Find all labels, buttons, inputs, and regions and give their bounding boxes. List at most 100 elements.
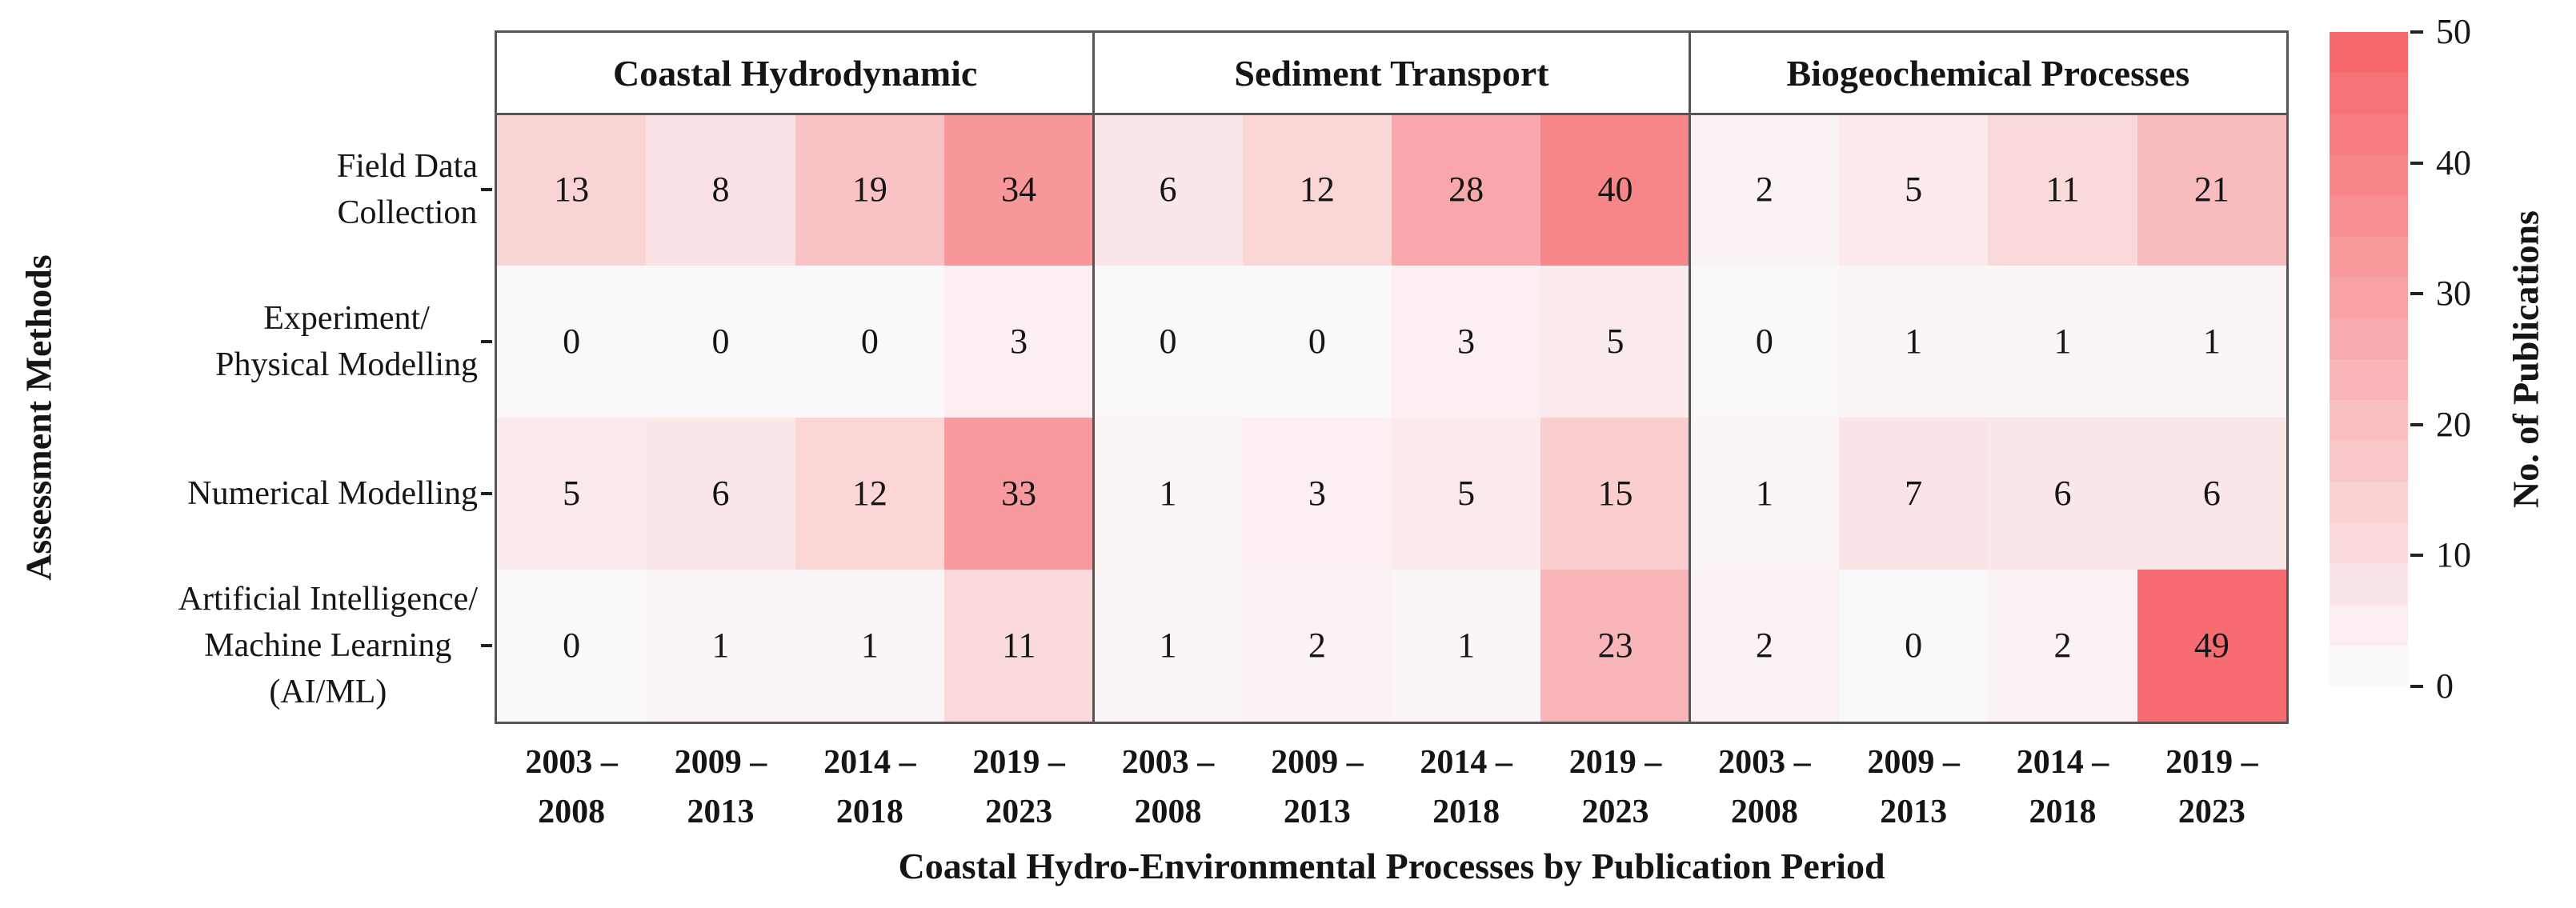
heatmap-cell: 0 bbox=[497, 266, 647, 418]
cell-value: 11 bbox=[2045, 170, 2080, 209]
colorbar-tick-label: 10 bbox=[2436, 535, 2471, 575]
x-tick-label: 2014 –2018 bbox=[823, 744, 916, 830]
heatmap-cell: 6 bbox=[2137, 418, 2286, 570]
cell-value: 1 bbox=[2202, 322, 2221, 361]
colorbar-tick-label: 40 bbox=[2436, 142, 2471, 182]
y-axis-title: Assessment Methods bbox=[18, 254, 59, 581]
colorbar-tick-label: 30 bbox=[2436, 274, 2471, 314]
panel-title: Sediment Transport bbox=[1093, 33, 1690, 114]
cell-value: 2 bbox=[1755, 626, 1773, 665]
colorbar-tick-mark bbox=[2410, 554, 2423, 558]
colorbar-tick-label: 0 bbox=[2436, 666, 2454, 706]
heatmap-cell: 3 bbox=[944, 266, 1094, 418]
row-tick-mark bbox=[481, 188, 492, 191]
heatmap-cell: 1 bbox=[1392, 570, 1541, 722]
heatmap-cell: 0 bbox=[1093, 266, 1243, 418]
cell-value: 7 bbox=[1905, 474, 1923, 513]
cell-value: 1 bbox=[860, 626, 879, 665]
heatmap-cell: 7 bbox=[1839, 418, 1989, 570]
colorbar-tick-mark bbox=[2410, 292, 2423, 296]
heatmap-cell: 1 bbox=[1689, 418, 1839, 570]
cell-value: 34 bbox=[1001, 170, 1037, 209]
heatmap-cell: 5 bbox=[1392, 418, 1541, 570]
cell-value: 28 bbox=[1448, 170, 1484, 209]
x-tick-label: 2009 –2013 bbox=[674, 744, 767, 830]
heatmap-cell: 6 bbox=[646, 418, 795, 570]
heatmap-cell: 0 bbox=[646, 266, 795, 418]
row-tick-mark bbox=[481, 644, 492, 647]
row-tick-mark bbox=[481, 492, 492, 495]
cell-value: 11 bbox=[1001, 626, 1036, 665]
heatmap-cell: 1 bbox=[1988, 266, 2137, 418]
panel-divider bbox=[1689, 33, 1692, 722]
heatmap-cell: 15 bbox=[1540, 418, 1690, 570]
cell-value: 2 bbox=[2053, 626, 2072, 665]
heatmap-cell: 5 bbox=[497, 418, 647, 570]
heatmap-cell: 23 bbox=[1540, 570, 1690, 722]
cell-value: 3 bbox=[1457, 322, 1476, 361]
cell-value: 0 bbox=[860, 322, 879, 361]
colorbar-tick-label: 50 bbox=[2436, 12, 2471, 51]
cell-value: 5 bbox=[1905, 170, 1923, 209]
heatmap-cell: 49 bbox=[2137, 570, 2286, 722]
heatmap-cell: 0 bbox=[497, 570, 647, 722]
cell-value: 6 bbox=[1159, 170, 1177, 209]
heatmap-cell: 6 bbox=[1093, 114, 1243, 266]
cell-value: 1 bbox=[1755, 474, 1773, 513]
cell-value: 2 bbox=[1755, 170, 1773, 209]
x-tick-label: 2019 –2023 bbox=[1568, 744, 1662, 830]
cell-value: 3 bbox=[1010, 322, 1028, 361]
cell-value: 6 bbox=[2053, 474, 2072, 513]
cell-value: 1 bbox=[1457, 626, 1476, 665]
heatmap-cell: 0 bbox=[795, 266, 944, 418]
cell-value: 6 bbox=[2202, 474, 2221, 513]
row-label: Field Data Collection bbox=[336, 148, 478, 231]
colorbar-tick-label: 20 bbox=[2436, 404, 2471, 444]
heatmap-cell: 1 bbox=[1093, 418, 1243, 570]
cell-value: 12 bbox=[1299, 170, 1335, 209]
panel-title: Biogeochemical Processes bbox=[1689, 33, 2286, 114]
cell-value: 0 bbox=[1905, 626, 1923, 665]
colorbar-gradient bbox=[2330, 32, 2408, 686]
cell-value: 1 bbox=[2053, 322, 2072, 361]
heatmap-cell: 11 bbox=[944, 570, 1094, 722]
heatmap-cell: 1 bbox=[1093, 570, 1243, 722]
cell-value: 8 bbox=[711, 170, 730, 209]
row-tick-mark bbox=[481, 340, 492, 343]
heatmap-cell: 33 bbox=[944, 418, 1094, 570]
heatmap-cell: 34 bbox=[944, 114, 1094, 266]
heatmap-cell: 28 bbox=[1392, 114, 1541, 266]
row-label: Experiment/Physical Modelling bbox=[215, 300, 478, 383]
cell-value: 19 bbox=[851, 170, 887, 209]
cell-value: 33 bbox=[1001, 474, 1037, 513]
x-tick-label: 2014 –2018 bbox=[2016, 744, 2109, 830]
heatmap-cell: 0 bbox=[1689, 266, 1839, 418]
row-label: Artificial Intelligence/Machine Learning… bbox=[178, 581, 478, 710]
x-tick-label: 2019 –2023 bbox=[2165, 744, 2258, 830]
panel-divider bbox=[1092, 33, 1095, 722]
heatmap-cell: 1 bbox=[795, 570, 944, 722]
cell-value: 0 bbox=[1159, 322, 1177, 361]
colorbar-tick-mark bbox=[2410, 30, 2423, 34]
cell-value: 0 bbox=[711, 322, 730, 361]
colorbar-tick-mark bbox=[2410, 161, 2423, 165]
cell-value: 1 bbox=[711, 626, 730, 665]
cell-value: 15 bbox=[1597, 474, 1633, 513]
cell-value: 40 bbox=[1597, 170, 1633, 209]
x-tick-label: 2009 –2013 bbox=[1867, 744, 1960, 830]
cell-value: 1 bbox=[1159, 626, 1177, 665]
cell-value: 5 bbox=[1606, 322, 1625, 361]
heatmap-cell: 21 bbox=[2137, 114, 2286, 266]
heatmap-cell: 3 bbox=[1242, 418, 1392, 570]
heatmap-cell: 2 bbox=[1242, 570, 1392, 722]
cell-value: 6 bbox=[711, 474, 730, 513]
cell-value: 13 bbox=[554, 170, 590, 209]
heatmap-cell: 12 bbox=[795, 418, 944, 570]
x-tick-label: 2003 –2008 bbox=[1121, 744, 1215, 830]
heatmap-cell: 11 bbox=[1988, 114, 2137, 266]
heatmap-cell: 1 bbox=[1839, 266, 1989, 418]
heatmap-cell: 19 bbox=[795, 114, 944, 266]
cell-value: 0 bbox=[1755, 322, 1773, 361]
heatmap-cell: 12 bbox=[1242, 114, 1392, 266]
